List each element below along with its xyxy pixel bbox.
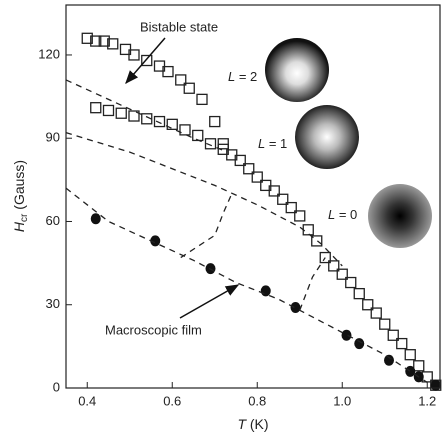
annotation-arrow: [179, 284, 240, 319]
square-point: [209, 115, 221, 128]
square-point: [285, 201, 297, 214]
vortex-l2: [265, 38, 329, 102]
square-point: [90, 35, 102, 47]
state-label: L = 1: [258, 136, 287, 151]
square-point: [294, 210, 306, 222]
circle-point: [150, 235, 161, 247]
x-tick-label: 0.6: [163, 393, 181, 408]
square-point: [98, 35, 110, 47]
annotation: Macroscopic film: [105, 322, 202, 337]
circle-point: [290, 302, 301, 314]
square-point: [243, 163, 255, 175]
x-tick-label: 0.4: [78, 393, 96, 408]
square-point: [311, 235, 323, 247]
square-point: [413, 360, 425, 372]
circle-point: [430, 379, 441, 391]
square-point: [175, 74, 187, 86]
square-point: [153, 115, 166, 128]
state-label: L = 0: [328, 207, 357, 222]
circle-point: [260, 285, 271, 297]
axes-frame: [65, 4, 441, 389]
square-point: [196, 93, 208, 106]
x-axis-label: T (K): [237, 416, 268, 432]
square-point: [234, 154, 246, 167]
dashed-curve: [65, 79, 228, 153]
square-point: [141, 54, 153, 67]
square-point: [268, 185, 280, 197]
square-point: [319, 251, 331, 264]
square-point: [204, 138, 217, 150]
square-point: [107, 38, 119, 50]
square-point: [277, 193, 289, 205]
circle-point: [354, 338, 365, 350]
circle-point: [341, 329, 352, 341]
vortex-l1: [295, 105, 359, 169]
y-tick-label: 60: [46, 213, 60, 228]
square-point: [102, 104, 115, 117]
square-point: [81, 32, 93, 44]
y-tick-label: 120: [38, 46, 60, 61]
circle-point: [405, 365, 416, 377]
square-point: [251, 171, 263, 183]
x-tick-label: 1.2: [418, 393, 436, 408]
square-point: [370, 307, 382, 319]
vortex-l0: [368, 184, 432, 248]
y-tick-label: 30: [46, 296, 60, 311]
dashed-curve: [65, 132, 343, 267]
x-tick-label: 0.8: [248, 393, 266, 408]
y-tick-label: 0: [53, 379, 60, 394]
square-point: [90, 102, 102, 114]
state-label: L = 2: [228, 69, 257, 84]
square-point: [141, 113, 153, 125]
y-tick-label: 90: [46, 130, 60, 145]
dashed-curve: [299, 257, 326, 311]
square-point: [183, 82, 195, 94]
square-point: [404, 349, 416, 361]
square-point: [302, 224, 314, 236]
square-point: [162, 65, 174, 78]
square-point: [345, 276, 357, 289]
square-point: [166, 118, 178, 130]
square-point: [387, 329, 399, 341]
circle-point: [384, 354, 394, 366]
circle-point: [90, 213, 101, 225]
square-point: [362, 299, 374, 311]
plot-area: [65, 32, 442, 391]
square-point: [379, 318, 391, 330]
y-axis-label: Hcr (Gauss): [11, 160, 30, 232]
square-point: [396, 337, 408, 350]
annotation-arrow: [125, 37, 166, 85]
square-point: [179, 124, 191, 136]
square-point: [128, 110, 140, 122]
x-tick-label: 1.0: [333, 393, 351, 408]
annotation: Bistable state: [140, 19, 218, 34]
square-point: [115, 107, 127, 119]
square-point: [336, 268, 348, 280]
square-point: [353, 287, 365, 300]
square-point: [328, 260, 340, 272]
square-point: [128, 49, 140, 61]
square-point: [192, 129, 204, 142]
dashed-curve: [180, 193, 233, 259]
